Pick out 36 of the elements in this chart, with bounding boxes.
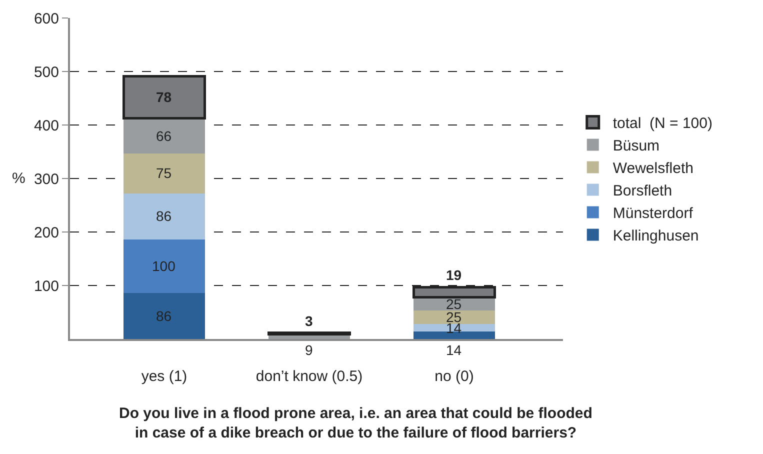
- y-tick-label: 200: [34, 224, 59, 242]
- bar: [122, 75, 206, 120]
- data-label: 75: [156, 165, 172, 181]
- x-tick-label: yes (1): [141, 368, 188, 385]
- legend-label: Kellinghusen: [612, 228, 699, 245]
- data-label: 100: [152, 258, 176, 274]
- bar: [124, 153, 205, 194]
- bar: [124, 118, 205, 154]
- bar: [124, 193, 205, 240]
- bar: [414, 310, 495, 324]
- data-label: 86: [156, 208, 172, 224]
- y-tick-label: 400: [34, 117, 59, 134]
- data-label: 9: [305, 342, 313, 358]
- legend-label: Büsum: [612, 138, 660, 155]
- data-label: 66: [156, 128, 172, 144]
- x-axis-title: Do you live in a flood prone area, i.e. an area that could be flooded in case of a dike breach or due to the failure of flood barriers?: [119, 405, 592, 442]
- bar: [414, 332, 495, 339]
- bar: [124, 239, 205, 293]
- data-label: 3: [305, 313, 313, 329]
- y-tick-label: 300: [34, 170, 59, 188]
- legend-label: Borsfleth: [612, 182, 672, 200]
- legend-label: total (N = 100): [612, 115, 712, 132]
- bar: [124, 292, 205, 339]
- data-label: 86: [156, 308, 172, 324]
- data-label: 25: [446, 296, 462, 312]
- y-tick-label: 600: [34, 10, 59, 28]
- data-label: 78: [156, 89, 172, 105]
- x-tick-label: no (0): [434, 368, 474, 385]
- legend-label: Wewelsfleth: [612, 160, 694, 178]
- legend-label: Münsterdorf: [612, 205, 694, 222]
- y-axis-title: %: [12, 170, 26, 187]
- x-tick-label: don’t know (0.5): [256, 368, 363, 385]
- y-tick-label: 500: [34, 64, 59, 81]
- data-label: 19: [446, 267, 462, 283]
- data-label: 14: [446, 342, 462, 358]
- y-tick-label: 100: [34, 278, 59, 295]
